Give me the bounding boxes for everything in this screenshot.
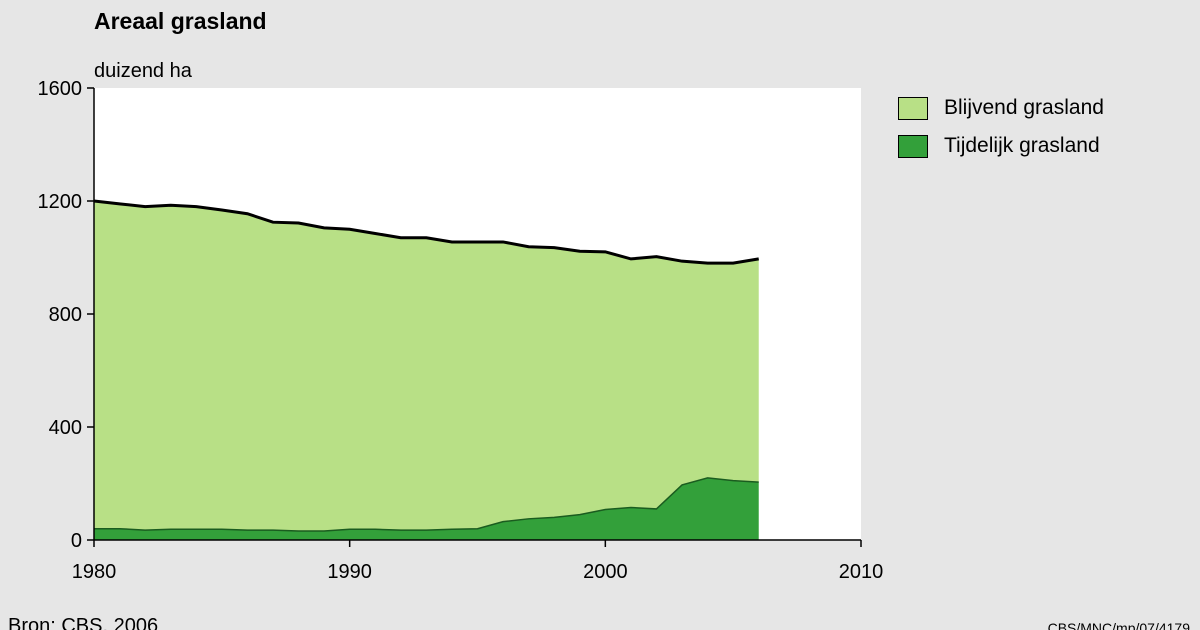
y-axis-unit-label: duizend ha — [94, 60, 192, 82]
total-line — [93, 199, 759, 265]
y-tick-label: 400 — [49, 417, 82, 439]
source-note: Bron: CBS, 2006 — [8, 615, 159, 630]
area-series-blijvend — [94, 201, 759, 531]
x-tick-label: 1990 — [327, 561, 372, 583]
chart-title: Areaal grasland — [94, 8, 267, 34]
area-series-tijdelijk — [94, 477, 759, 540]
x-tick-label: 2000 — [583, 561, 628, 583]
y-tick-label: 1600 — [38, 78, 83, 100]
y-tick-label: 1200 — [38, 191, 83, 213]
legend-item-blijvend: Blijvend grasland — [898, 93, 1104, 123]
legend-label-tijdelijk: Tijdelijk grasland — [944, 134, 1100, 157]
x-tick-label: 1980 — [72, 561, 117, 583]
y-tick-label: 800 — [49, 304, 82, 326]
legend-swatch-tijdelijk — [898, 134, 928, 158]
x-tick-label: 2010 — [839, 561, 884, 583]
series-boundary-line — [94, 477, 759, 532]
legend: Blijvend grasland Tijdelijk grasland — [898, 93, 1104, 169]
publication-code: CBS/MNC/mp/07/4179 — [1047, 620, 1190, 630]
legend-item-tijdelijk: Tijdelijk grasland — [898, 131, 1104, 161]
y-tick-label: 0 — [71, 530, 82, 552]
legend-label-blijvend: Blijvend grasland — [944, 96, 1104, 119]
legend-swatch-blijvend — [898, 96, 928, 120]
